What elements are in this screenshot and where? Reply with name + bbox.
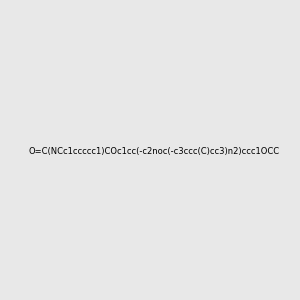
Text: O=C(NCc1ccccc1)COc1cc(-c2noc(-c3ccc(C)cc3)n2)ccc1OCC: O=C(NCc1ccccc1)COc1cc(-c2noc(-c3ccc(C)cc…	[28, 147, 279, 156]
